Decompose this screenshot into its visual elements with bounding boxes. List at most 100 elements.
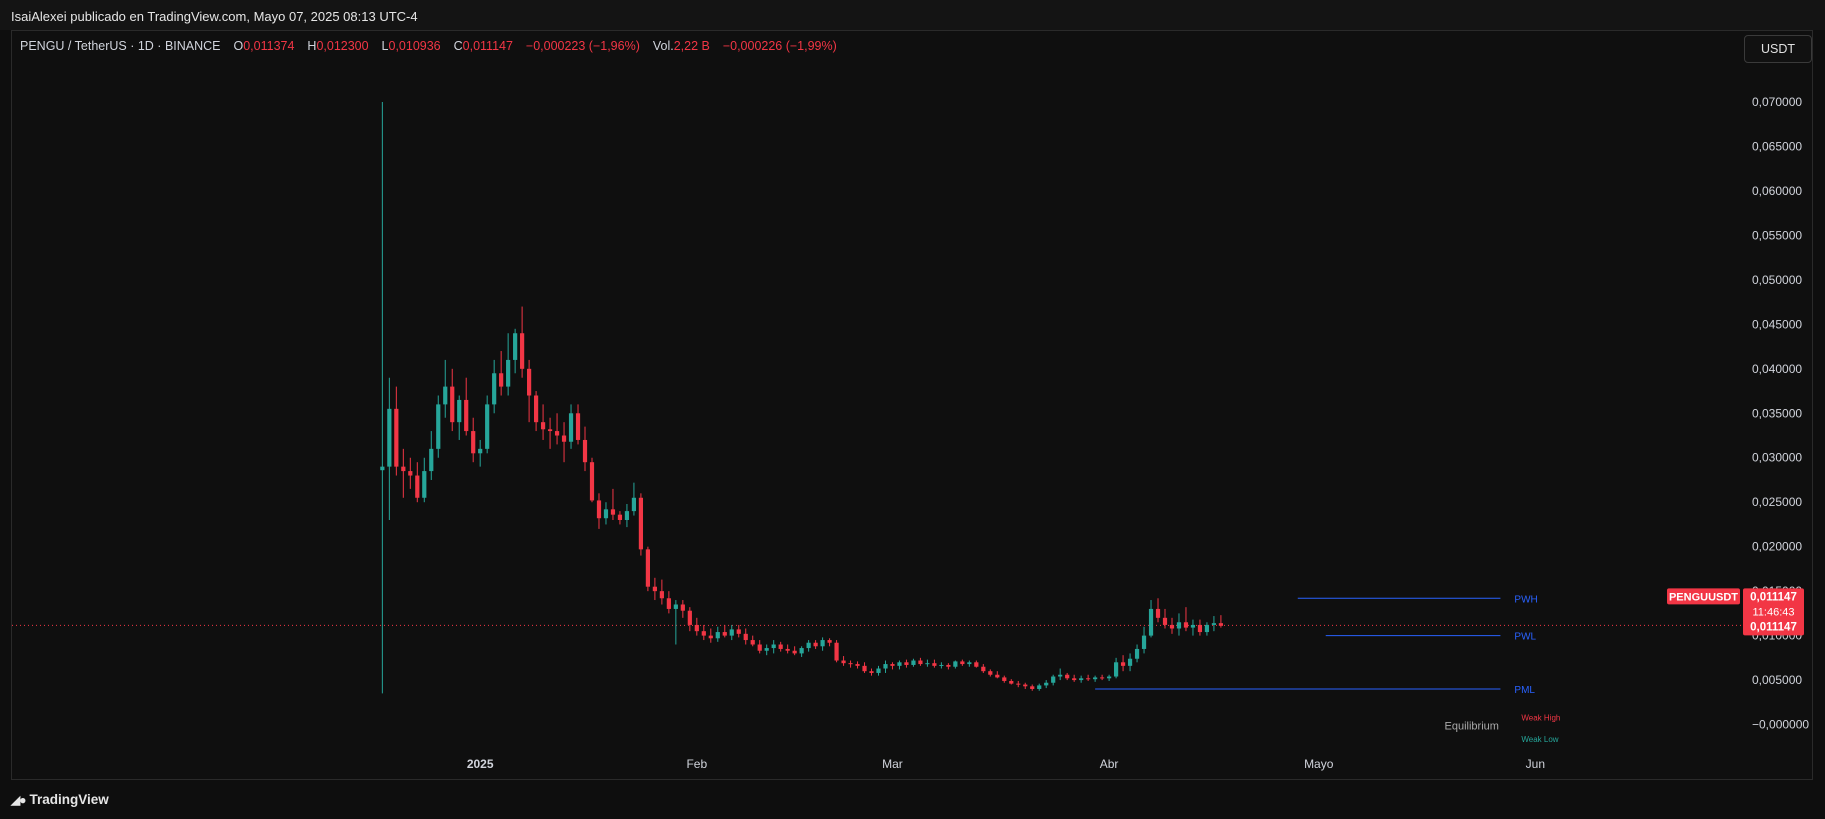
- y-tick-label: −0,000000: [1752, 718, 1809, 732]
- currency-button[interactable]: USDT: [1744, 35, 1812, 63]
- ohlc-legend: PENGU / TetherUS · 1D · BINANCE O0,01137…: [20, 39, 837, 53]
- candle-body: [408, 471, 413, 476]
- candle-body: [1211, 623, 1217, 625]
- low-value: 0,010936: [388, 39, 441, 53]
- candle-body: [533, 395, 539, 423]
- candle-body: [750, 640, 755, 645]
- chart-frame[interactable]: [11, 30, 1813, 780]
- candle-body: [967, 662, 972, 665]
- candle-body: [478, 448, 483, 454]
- candle-body: [471, 431, 476, 454]
- candle-body: [394, 408, 399, 467]
- candle-body: [911, 660, 916, 665]
- candle-body: [547, 429, 553, 432]
- y-tick-label: 0,030000: [1752, 451, 1802, 465]
- candle-body: [1190, 624, 1196, 628]
- candle-body: [1030, 686, 1035, 689]
- candle-body: [1009, 680, 1014, 684]
- candle-body: [638, 497, 644, 550]
- last-price-value: 0,011147: [1750, 591, 1797, 603]
- footer: [0, 780, 1825, 819]
- level-label-pwl: PWL: [1514, 632, 1536, 643]
- candle-body: [820, 640, 825, 647]
- candle-body: [429, 448, 434, 472]
- candle-body: [1002, 677, 1007, 681]
- candle-body: [1107, 676, 1112, 679]
- y-tick-label: 0,040000: [1752, 362, 1802, 376]
- candle-body: [415, 475, 420, 498]
- low-label: L: [381, 39, 389, 53]
- y-tick-label: 0,045000: [1752, 317, 1802, 331]
- y-tick-label: 0,055000: [1752, 228, 1802, 242]
- candle-body: [506, 359, 511, 387]
- level-label-pml: PML: [1514, 685, 1535, 696]
- candle-body: [436, 404, 441, 449]
- symbol-label[interactable]: PENGU / TetherUS · 1D · BINANCE: [20, 39, 221, 53]
- candle-body: [1093, 677, 1098, 680]
- candle-body: [981, 666, 986, 672]
- candle-body: [422, 471, 427, 498]
- candle-body: [1072, 678, 1077, 681]
- candle-body: [464, 399, 469, 432]
- candle-body: [485, 404, 490, 449]
- candle-body: [925, 663, 930, 665]
- candle-body: [946, 664, 951, 667]
- candle-body: [869, 671, 874, 673]
- publisher-text: IsaiAlexei publicado en TradingView.com,…: [11, 9, 418, 24]
- candle-body: [596, 500, 602, 519]
- candle-body: [729, 629, 734, 636]
- candle-body: [561, 435, 567, 442]
- candle-body: [631, 497, 637, 512]
- candle-body: [617, 514, 623, 521]
- candle-body: [1169, 624, 1175, 629]
- candle-body: [443, 386, 448, 405]
- countdown-timer: 11:46:43: [1752, 606, 1794, 618]
- x-tick-label: Feb: [686, 757, 707, 771]
- change-value: −0,000223 (−1,96%): [525, 39, 640, 53]
- candle-body: [457, 399, 462, 423]
- candle-body: [743, 633, 748, 641]
- candle-body: [1204, 624, 1210, 633]
- candle-body: [1100, 677, 1105, 679]
- candle-body: [848, 663, 853, 665]
- candle-body: [1037, 685, 1042, 689]
- candle-body: [764, 648, 769, 651]
- candle-body: [953, 661, 958, 667]
- y-tick-label: 0,005000: [1752, 673, 1802, 687]
- x-tick-label: Mayo: [1304, 757, 1334, 771]
- candle-body: [841, 660, 846, 664]
- candle-body: [1134, 648, 1140, 659]
- volume-label: Vol.: [652, 39, 674, 53]
- tradingview-brand[interactable]: ◢● TradingView: [11, 792, 109, 807]
- candle-body: [1162, 617, 1168, 625]
- candle-body: [995, 674, 1000, 678]
- high-label: H: [307, 39, 317, 53]
- candle-body: [603, 509, 609, 519]
- candle-body: [1183, 622, 1189, 628]
- candle-body: [1197, 624, 1203, 633]
- candle-body: [974, 662, 979, 667]
- open-value: 0,011374: [243, 39, 295, 53]
- candle-body: [855, 664, 860, 666]
- candle-body: [666, 598, 671, 609]
- candle-body: [624, 511, 630, 521]
- candle-body: [792, 650, 797, 654]
- level-label-pwh: PWH: [1514, 594, 1537, 605]
- x-tick-label: Abr: [1100, 757, 1119, 771]
- candle-body: [904, 662, 909, 665]
- candle-body: [939, 664, 944, 666]
- candle-body: [673, 604, 678, 609]
- candle-body: [806, 642, 811, 649]
- candle-body: [988, 671, 993, 675]
- annotation-weak-low: Weak Low: [1521, 735, 1558, 744]
- candle-body: [1044, 682, 1049, 686]
- candle-body: [883, 664, 888, 669]
- candle-body: [582, 439, 588, 463]
- last-price-box: [1743, 588, 1804, 636]
- candle-body: [778, 644, 783, 649]
- candle-body: [1120, 662, 1126, 666]
- candle-body: [701, 631, 706, 636]
- candle-body: [575, 413, 581, 440]
- candle-body: [1155, 608, 1161, 618]
